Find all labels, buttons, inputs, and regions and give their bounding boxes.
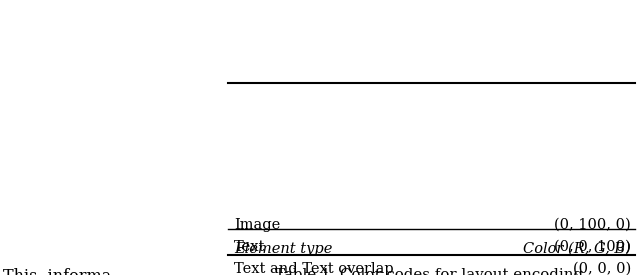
- Text: (0, 0, 100): (0, 0, 100): [554, 240, 631, 254]
- Text: This  informa-: This informa-: [3, 268, 116, 275]
- Text: Color (R, G, B): Color (R, G, B): [523, 242, 631, 256]
- Text: Image: Image: [234, 218, 280, 232]
- Text: (0, 0, 0): (0, 0, 0): [573, 262, 631, 275]
- Text: Table 1. Color codes for layout encoding.: Table 1. Color codes for layout encoding…: [275, 268, 588, 275]
- Text: Element type: Element type: [234, 242, 332, 256]
- Text: Text and Text overlap: Text and Text overlap: [234, 262, 394, 275]
- Text: (0, 100, 0): (0, 100, 0): [554, 218, 631, 232]
- Text: Text: Text: [234, 240, 266, 254]
